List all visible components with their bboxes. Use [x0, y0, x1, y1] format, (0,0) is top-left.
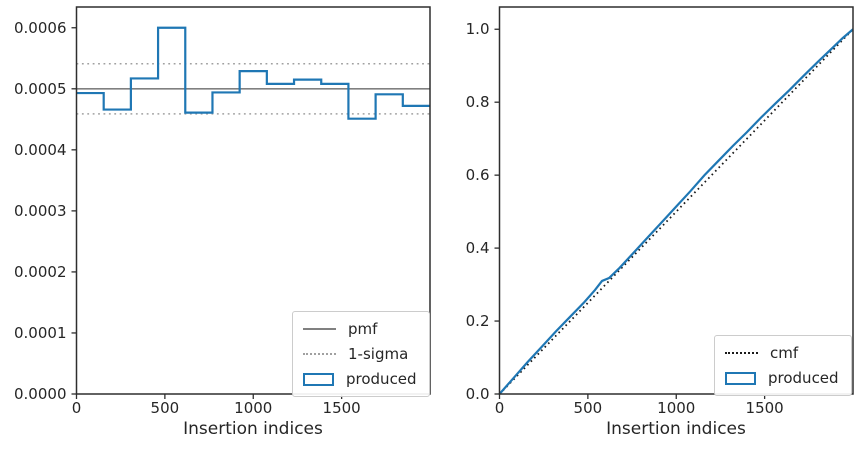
legend-label-cmf: cmf — [770, 344, 799, 362]
x-tick-label: 1500 — [746, 399, 784, 417]
y-tick-label: 0.0000 — [14, 385, 67, 403]
y-tick-label: 0.0006 — [14, 19, 67, 37]
y-tick-label: 0.8 — [466, 93, 490, 111]
y-tick-label: 0.0002 — [14, 263, 67, 281]
produced-step-line — [76, 26, 430, 120]
x-tick-label: 500 — [151, 399, 180, 417]
x-tick-label: 1000 — [234, 399, 272, 417]
legend-cmf-plot: cmf produced — [714, 335, 852, 396]
legend-label-produced-right: produced — [768, 369, 839, 387]
legend-entry-1-sigma: 1-sigma — [303, 344, 417, 364]
y-tick-label: 0.0003 — [14, 202, 67, 220]
legend-entry-pmf: pmf — [303, 319, 417, 339]
x-tick-label: 500 — [574, 399, 603, 417]
x-axis-label-left: Insertion indices — [183, 419, 323, 439]
x-tick-label: 1000 — [657, 399, 695, 417]
produced-rect-swatch-icon — [303, 372, 334, 386]
legend-entry-produced: produced — [303, 369, 417, 389]
x-axis-label-right: Insertion indices — [606, 419, 746, 439]
produced-rect-swatch-icon — [725, 371, 756, 385]
x-tick-label: 0 — [495, 399, 505, 417]
y-tick-label: 1.0 — [466, 20, 490, 38]
x-tick-label: 0 — [72, 399, 82, 417]
y-tick-label: 0.2 — [466, 312, 490, 330]
y-tick-label: 0.0005 — [14, 80, 67, 98]
legend-entry-produced-right: produced — [725, 368, 839, 388]
legend-entry-cmf: cmf — [725, 343, 839, 363]
y-tick-label: 0.6 — [466, 166, 490, 184]
legend-pmf-plot: pmf 1-sigma produced — [292, 311, 430, 397]
x-tick-label: 1500 — [323, 399, 361, 417]
y-tick-label: 0.0 — [466, 385, 490, 403]
produced-line — [498, 28, 854, 395]
cmf-line-swatch-icon — [725, 352, 758, 354]
pmf-line-swatch-icon — [303, 328, 336, 330]
sigma-line-swatch-icon — [303, 353, 336, 355]
legend-label-pmf: pmf — [348, 320, 378, 338]
y-tick-label: 0.0004 — [14, 141, 67, 159]
y-tick-label: 0.4 — [466, 239, 490, 257]
legend-label-1-sigma: 1-sigma — [348, 345, 409, 363]
legend-label-produced: produced — [346, 370, 417, 388]
y-tick-label: 0.0001 — [14, 324, 67, 342]
